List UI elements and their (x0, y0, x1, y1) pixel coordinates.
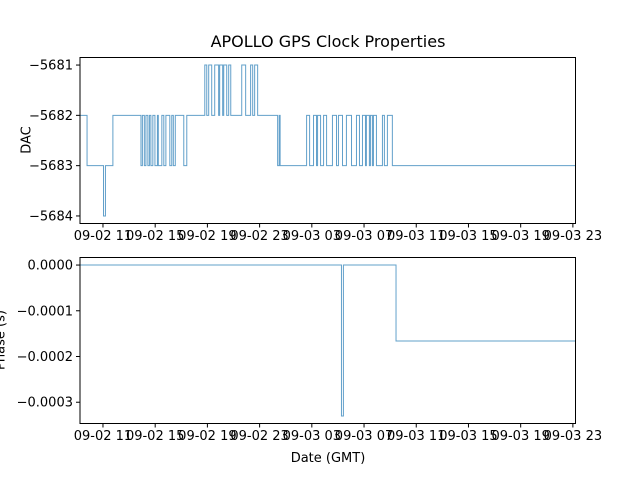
series-line (80, 64, 576, 217)
y-tick-label: 0.0000 (28, 259, 74, 274)
x-tick-label: 09-02 11 (74, 429, 132, 444)
axes-spines (79, 57, 576, 224)
y-tick-label: −0.0003 (17, 396, 73, 411)
top-ylabel: DAC (19, 126, 35, 154)
y-tick-label: −5684 (29, 209, 73, 224)
x-tick-label: 09-03 03 (283, 429, 341, 444)
series-line (80, 264, 576, 417)
x-tick-label: 09-03 19 (491, 429, 549, 444)
x-tick-label: 09-02 23 (230, 429, 288, 444)
x-tick-label: 09-03 19 (491, 229, 549, 244)
x-tick-label: 09-03 23 (544, 229, 602, 244)
x-tick-label: 09-03 11 (387, 229, 445, 244)
x-tick-label: 09-03 23 (544, 429, 602, 444)
x-tick-label: 09-02 23 (230, 229, 288, 244)
x-tick-label: 09-02 19 (178, 229, 236, 244)
x-tick-label: 09-03 15 (439, 229, 497, 244)
y-tick-label: −5681 (29, 59, 73, 74)
x-tick-label: 09-03 07 (335, 429, 393, 444)
axes-spines (79, 257, 576, 424)
x-tick-label: 09-02 15 (126, 429, 184, 444)
y-tick-label: −0.0001 (17, 304, 73, 319)
x-tick-label: 09-02 11 (74, 229, 132, 244)
bottom-ylabel: Phase (s) (0, 310, 9, 370)
y-tick-label: −0.0002 (17, 350, 73, 365)
x-tick-label: 09-03 15 (439, 429, 497, 444)
x-tick-label: 09-02 19 (178, 429, 236, 444)
x-tick-label: 09-03 03 (283, 229, 341, 244)
y-tick-label: −5682 (29, 109, 73, 124)
x-tick-label: 09-02 15 (126, 229, 184, 244)
y-tick-label: −5683 (29, 159, 73, 174)
x-tick-label: 09-03 11 (387, 429, 445, 444)
x-tick-label: 09-03 07 (335, 229, 393, 244)
chart-title: APOLLO GPS Clock Properties (210, 32, 446, 51)
xlabel: Date (GMT) (290, 451, 366, 466)
